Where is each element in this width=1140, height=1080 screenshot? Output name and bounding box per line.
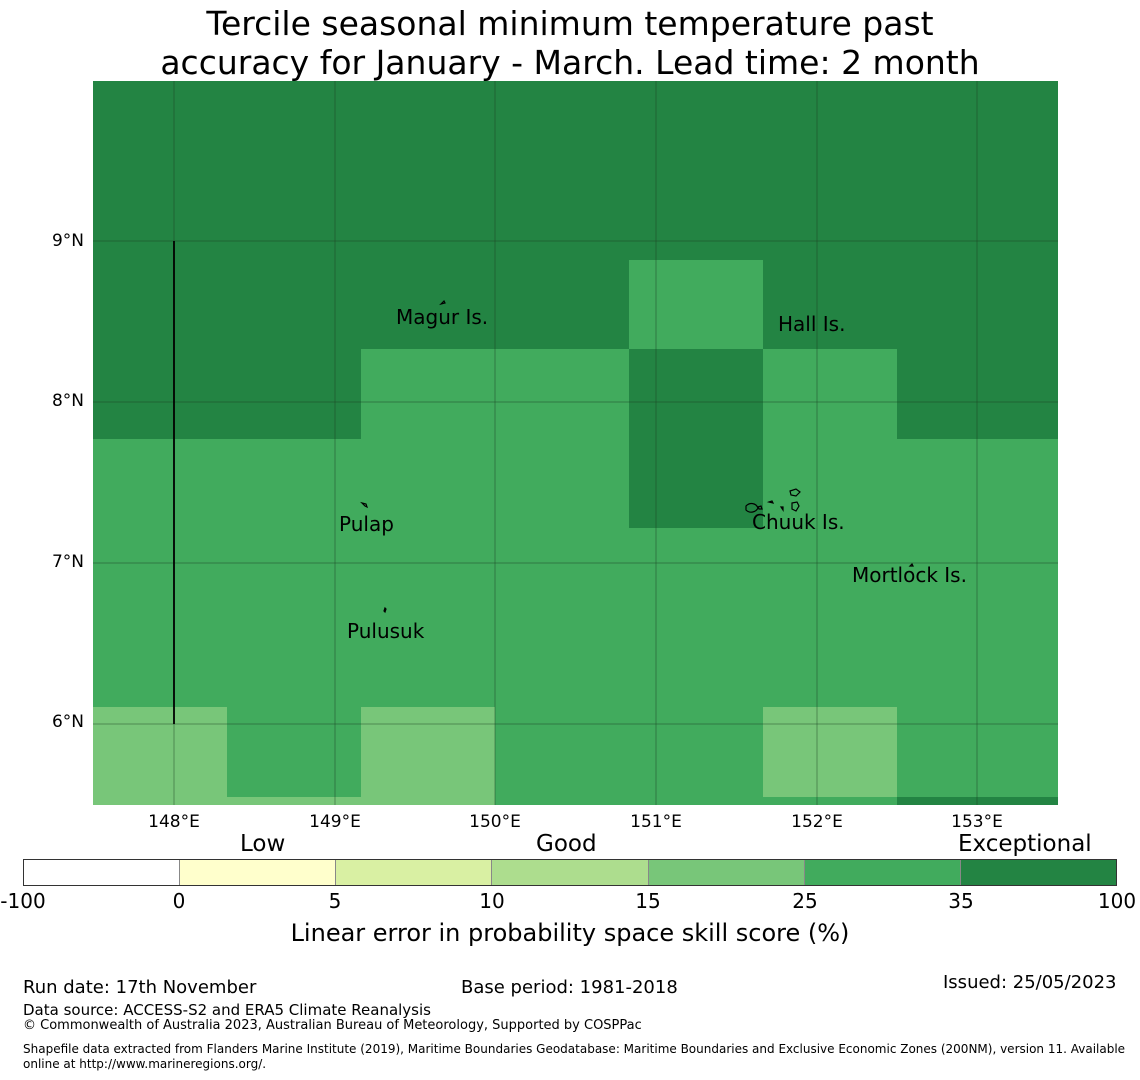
shapefile-credit-1: Shapefile data extracted from Flanders M… bbox=[23, 1042, 1126, 1056]
colorbar-tick: 15 bbox=[635, 889, 661, 913]
colorbar-segment bbox=[804, 860, 961, 885]
colorbar-segment bbox=[492, 860, 649, 885]
lon-label: 153°E bbox=[951, 812, 1003, 832]
shapefile-credit-2: online at http://www.marineregions.org/. bbox=[23, 1057, 267, 1071]
island-chuuk-reef bbox=[791, 501, 800, 512]
colorbar bbox=[23, 859, 1117, 886]
colorbar-tick: 5 bbox=[328, 889, 342, 913]
copyright: © Commonwealth of Australia 2023, Austra… bbox=[23, 1018, 642, 1033]
colorbar-label: Linear error in probability space skill … bbox=[290, 919, 850, 947]
islands bbox=[360, 299, 914, 614]
grid-cell bbox=[227, 797, 361, 805]
grid-cell bbox=[629, 349, 763, 528]
place-label-hall: Hall Is. bbox=[778, 312, 846, 336]
lat-label: 8°N bbox=[51, 391, 84, 411]
colorbar-tick: 25 bbox=[792, 889, 818, 913]
island-pulap bbox=[360, 501, 369, 509]
place-label-mortlock: Mortlock Is. bbox=[852, 563, 967, 587]
place-label-pulusuk: Pulusuk bbox=[347, 619, 425, 643]
island-chuuk-reef bbox=[789, 488, 801, 497]
issued-date: Issued: 25/05/2023 bbox=[943, 972, 1117, 993]
colorbar-tick: 0 bbox=[172, 889, 186, 913]
colorbar-tick: -100 bbox=[0, 889, 46, 913]
island-magur bbox=[439, 299, 446, 306]
lon-label: 151°E bbox=[630, 812, 682, 832]
title-line-2: accuracy for January - March. Lead time:… bbox=[160, 43, 980, 82]
island-mortlock bbox=[908, 562, 914, 567]
category-label-exceptional: Exceptional bbox=[958, 831, 1092, 857]
colorbar-tick: 10 bbox=[479, 889, 505, 913]
place-label-pulap: Pulap bbox=[339, 512, 394, 536]
lon-label: 150°E bbox=[469, 812, 521, 832]
skill-map bbox=[93, 81, 1058, 805]
lat-label: 7°N bbox=[51, 552, 84, 572]
grid-cell bbox=[361, 707, 495, 805]
lon-label: 148°E bbox=[148, 812, 200, 832]
title-line-1: Tercile seasonal minimum temperature pas… bbox=[206, 4, 934, 43]
lat-label: 9°N bbox=[51, 231, 84, 251]
colorbar-segment bbox=[648, 860, 805, 885]
island-chuuk-islet bbox=[757, 505, 763, 510]
lon-label: 152°E bbox=[791, 812, 843, 832]
colorbar-tick: 35 bbox=[948, 889, 974, 913]
island-pulusuk bbox=[383, 606, 387, 614]
colorbar-segment bbox=[180, 860, 337, 885]
grid-cell bbox=[93, 707, 227, 805]
grid-cell bbox=[763, 707, 897, 797]
colorbar-segment bbox=[336, 860, 493, 885]
map-svg bbox=[93, 81, 1058, 805]
colorbar-tick: 100 bbox=[1097, 889, 1137, 913]
data-source: Data source: ACCESS-S2 and ERA5 Climate … bbox=[23, 1001, 431, 1019]
colorbar-segment bbox=[24, 860, 181, 885]
category-label-low: Low bbox=[240, 831, 286, 857]
base-period: Base period: 1981-2018 bbox=[461, 977, 678, 998]
grid-cell bbox=[93, 439, 1058, 805]
run-date: Run date: 17th November bbox=[23, 977, 257, 998]
island-chuuk-islet bbox=[779, 506, 784, 512]
chart-title: Tercile seasonal minimum temperature pas… bbox=[0, 4, 1140, 82]
colorbar-segment bbox=[960, 860, 1116, 885]
category-label-good: Good bbox=[536, 831, 597, 857]
grid-cell bbox=[629, 260, 763, 349]
place-label-chuuk: Chuuk Is. bbox=[752, 510, 845, 534]
place-label-magur: Magur Is. bbox=[396, 305, 489, 329]
island-chuuk-islet bbox=[766, 500, 775, 504]
gridlines bbox=[93, 81, 1058, 805]
lon-label: 149°E bbox=[309, 812, 361, 832]
grid-cell bbox=[897, 797, 1058, 805]
lat-label: 6°N bbox=[51, 712, 84, 732]
